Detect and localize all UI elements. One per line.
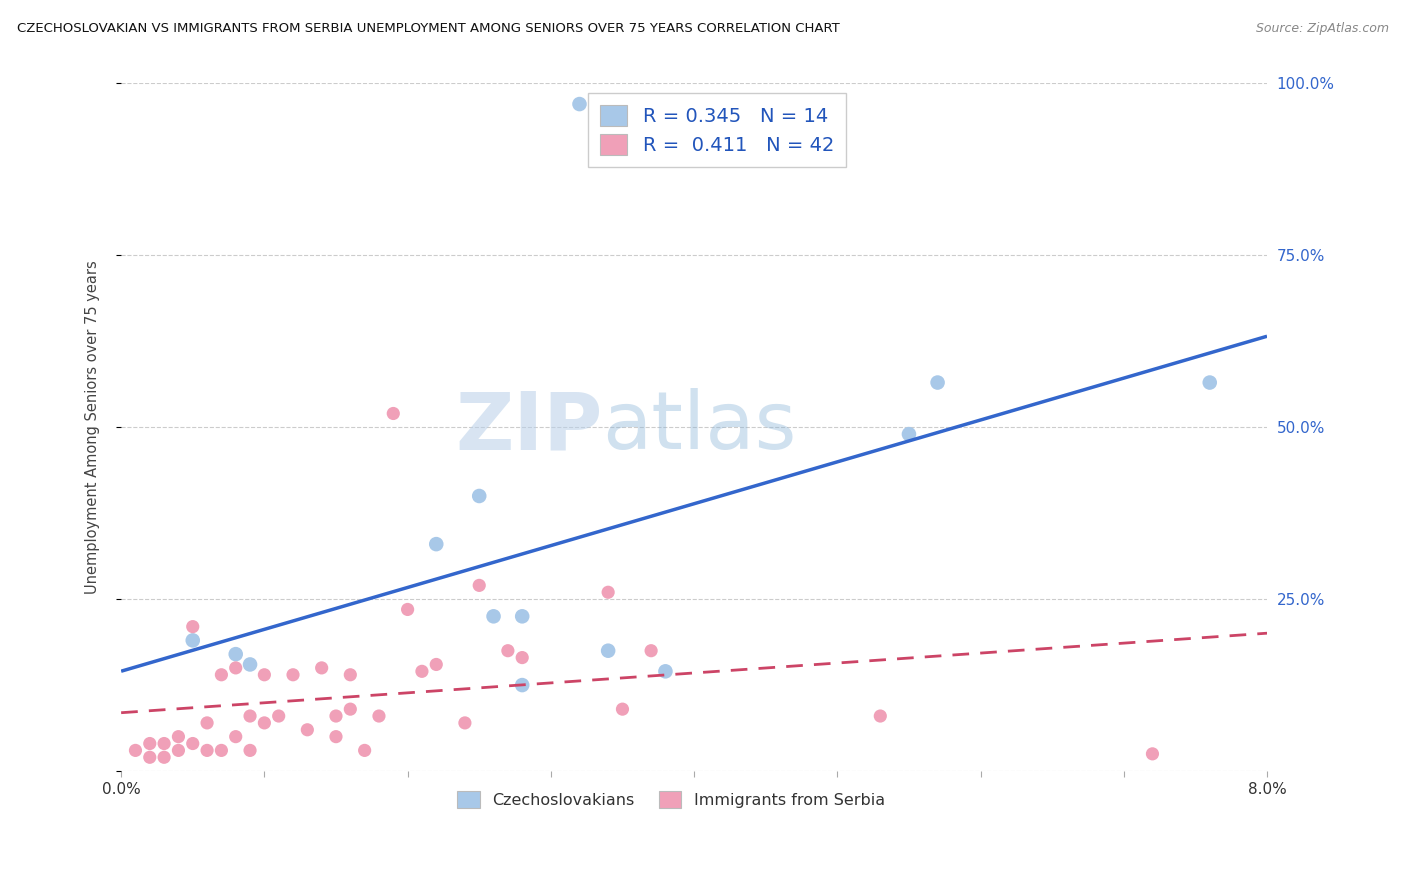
Point xyxy=(181,737,204,751)
Point xyxy=(368,709,391,723)
Point xyxy=(325,730,347,744)
Point xyxy=(181,620,204,634)
Point xyxy=(640,643,662,657)
Point xyxy=(181,633,204,648)
Point xyxy=(167,730,190,744)
Point xyxy=(1198,376,1220,390)
Point xyxy=(239,709,262,723)
Point xyxy=(153,750,176,764)
Point xyxy=(153,737,176,751)
Legend: Czechoslovakians, Immigrants from Serbia: Czechoslovakians, Immigrants from Serbia xyxy=(451,784,891,814)
Point xyxy=(239,657,262,672)
Point xyxy=(510,650,533,665)
Point xyxy=(869,709,891,723)
Point xyxy=(510,678,533,692)
Point xyxy=(225,661,247,675)
Point xyxy=(167,743,190,757)
Text: ZIP: ZIP xyxy=(456,388,602,467)
Point xyxy=(510,609,533,624)
Point xyxy=(195,715,218,730)
Point xyxy=(195,743,218,757)
Point xyxy=(425,657,447,672)
Point xyxy=(253,715,276,730)
Point xyxy=(339,702,361,716)
Point xyxy=(568,97,591,112)
Point xyxy=(225,647,247,661)
Point xyxy=(496,643,519,657)
Text: Source: ZipAtlas.com: Source: ZipAtlas.com xyxy=(1256,22,1389,36)
Point xyxy=(209,743,232,757)
Point xyxy=(325,709,347,723)
Point xyxy=(927,376,949,390)
Point xyxy=(353,743,375,757)
Point xyxy=(598,585,620,599)
Point xyxy=(598,643,620,657)
Point xyxy=(209,667,232,681)
Point xyxy=(339,667,361,681)
Y-axis label: Unemployment Among Seniors over 75 years: Unemployment Among Seniors over 75 years xyxy=(86,260,100,594)
Point xyxy=(612,702,634,716)
Point xyxy=(468,489,491,503)
Point xyxy=(124,743,146,757)
Point xyxy=(225,730,247,744)
Point xyxy=(468,578,491,592)
Point xyxy=(425,537,447,551)
Text: CZECHOSLOVAKIAN VS IMMIGRANTS FROM SERBIA UNEMPLOYMENT AMONG SENIORS OVER 75 YEA: CZECHOSLOVAKIAN VS IMMIGRANTS FROM SERBI… xyxy=(17,22,839,36)
Point xyxy=(396,602,419,616)
Point xyxy=(454,715,477,730)
Point xyxy=(281,667,304,681)
Point xyxy=(482,609,505,624)
Point xyxy=(267,709,290,723)
Point xyxy=(139,750,162,764)
Point xyxy=(311,661,333,675)
Point xyxy=(411,665,433,679)
Point xyxy=(139,737,162,751)
Point xyxy=(297,723,319,737)
Text: atlas: atlas xyxy=(602,388,797,467)
Point xyxy=(253,667,276,681)
Point xyxy=(382,407,405,421)
Point xyxy=(239,743,262,757)
Point xyxy=(897,427,920,442)
Point xyxy=(654,665,676,679)
Point xyxy=(1142,747,1164,761)
